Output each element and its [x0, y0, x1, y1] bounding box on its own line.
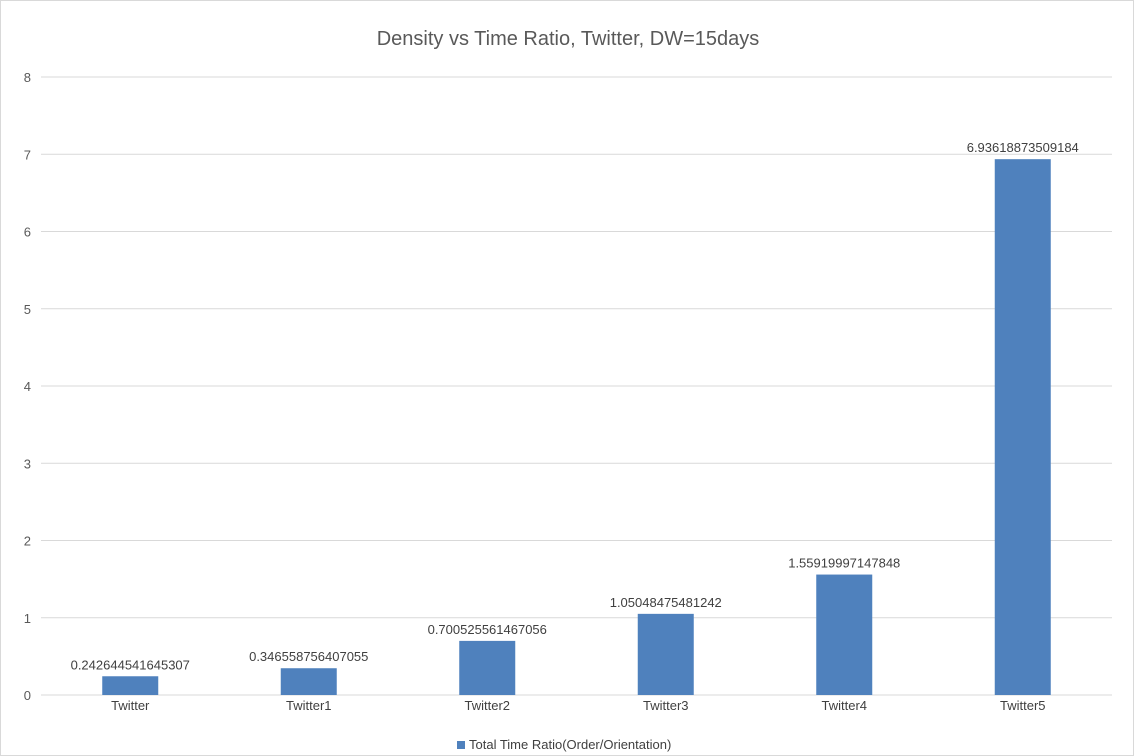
bars [102, 159, 1051, 695]
data-label: 0.242644541645307 [71, 657, 190, 672]
x-category-label: Twitter4 [821, 698, 867, 713]
data-labels: 0.242644541645307 0.346558756407055 0.7005… [71, 140, 1079, 672]
bar [994, 159, 1051, 695]
bar [459, 640, 516, 695]
y-tick-label: 2 [24, 534, 31, 549]
data-label: 1.55919997147848 [788, 556, 900, 571]
x-axis-categories: Twitter Twitter1 Twitter2 Twitter3 Twitter4 T… [111, 698, 1045, 713]
data-label: 0.346558756407055 [249, 649, 368, 664]
y-tick-label: 5 [24, 302, 31, 317]
legend-swatch [457, 741, 465, 749]
data-label: 0.700525561467056 [428, 622, 547, 637]
y-tick-label: 7 [24, 147, 31, 162]
x-category-label: Twitter2 [464, 698, 510, 713]
x-category-label: Twitter [111, 698, 150, 713]
y-tick-label: 3 [24, 456, 31, 471]
y-tick-label: 0 [24, 688, 31, 703]
legend-label: Total Time Ratio(Order/Orientation) [469, 737, 671, 752]
bar [280, 668, 337, 695]
x-category-label: Twitter1 [286, 698, 332, 713]
bar [816, 574, 873, 695]
chart-title: Density vs Time Ratio, Twitter, DW=15day… [377, 28, 760, 50]
data-label: 6.93618873509184 [967, 140, 1079, 155]
gridlines [41, 76, 1112, 696]
y-tick-label: 4 [24, 379, 31, 394]
y-tick-label: 8 [24, 70, 31, 85]
y-tick-label: 1 [24, 611, 31, 626]
x-category-label: Twitter5 [1000, 698, 1046, 713]
legend: Total Time Ratio(Order/Orientation) [457, 737, 671, 752]
data-label: 1.05048475481242 [610, 595, 722, 610]
bar [637, 613, 694, 695]
bar [102, 676, 159, 695]
y-tick-label: 6 [24, 225, 31, 240]
y-axis-ticks: 0 1 2 3 4 5 6 7 8 [24, 70, 31, 703]
x-category-label: Twitter3 [643, 698, 689, 713]
